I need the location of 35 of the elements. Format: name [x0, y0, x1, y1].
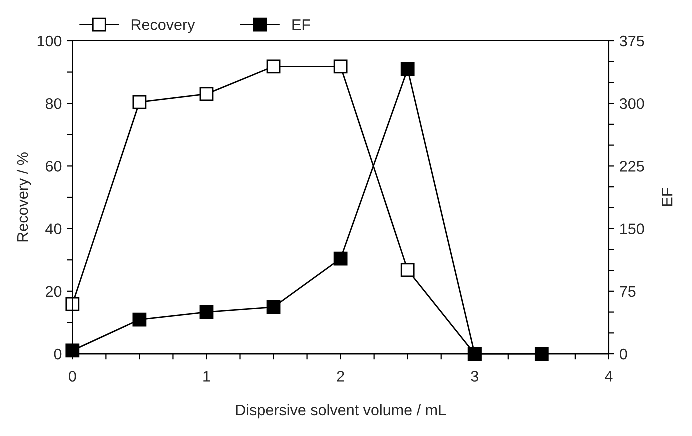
point [66, 297, 80, 312]
point [266, 60, 281, 74]
y-tick-label: 60 [46, 161, 62, 172]
x-axis-title: Dispersive solvent volume / mL [236, 404, 446, 419]
point [334, 252, 348, 266]
y-tick-label: 0 [54, 348, 62, 360]
point [534, 347, 549, 361]
y2-tick-label: 375 [620, 36, 644, 47]
y-tick-label: 20 [46, 286, 62, 298]
point [400, 263, 415, 278]
point [200, 305, 214, 320]
y-tick-label: 80 [46, 98, 62, 110]
y2-axis-title: EF [662, 188, 673, 206]
point [132, 95, 147, 110]
y2-tick-label: 300 [620, 98, 644, 110]
x-tick-label: 3 [471, 371, 478, 382]
point [66, 344, 80, 358]
point [200, 87, 214, 102]
y-axis-title: Recovery / % [16, 152, 32, 242]
point [266, 300, 281, 314]
legend-label: EF [292, 20, 310, 30]
x-tick-label: 1 [204, 371, 210, 382]
y-tick-label: 40 [46, 224, 62, 234]
y-tick-label: 100 [38, 36, 62, 47]
point [400, 62, 415, 76]
point [334, 60, 348, 74]
x-tick-label: 4 [605, 371, 613, 382]
y2-tick-label: 75 [620, 286, 636, 298]
y2-tick-label: 150 [620, 224, 644, 234]
y2-tick-label: 225 [620, 161, 644, 172]
y2-tick-label: 0 [620, 348, 628, 360]
point [132, 312, 147, 327]
legend-label: Recovery [132, 20, 196, 34]
x-tick-label: 2 [337, 371, 344, 382]
x-tick-label: 0 [69, 371, 76, 382]
